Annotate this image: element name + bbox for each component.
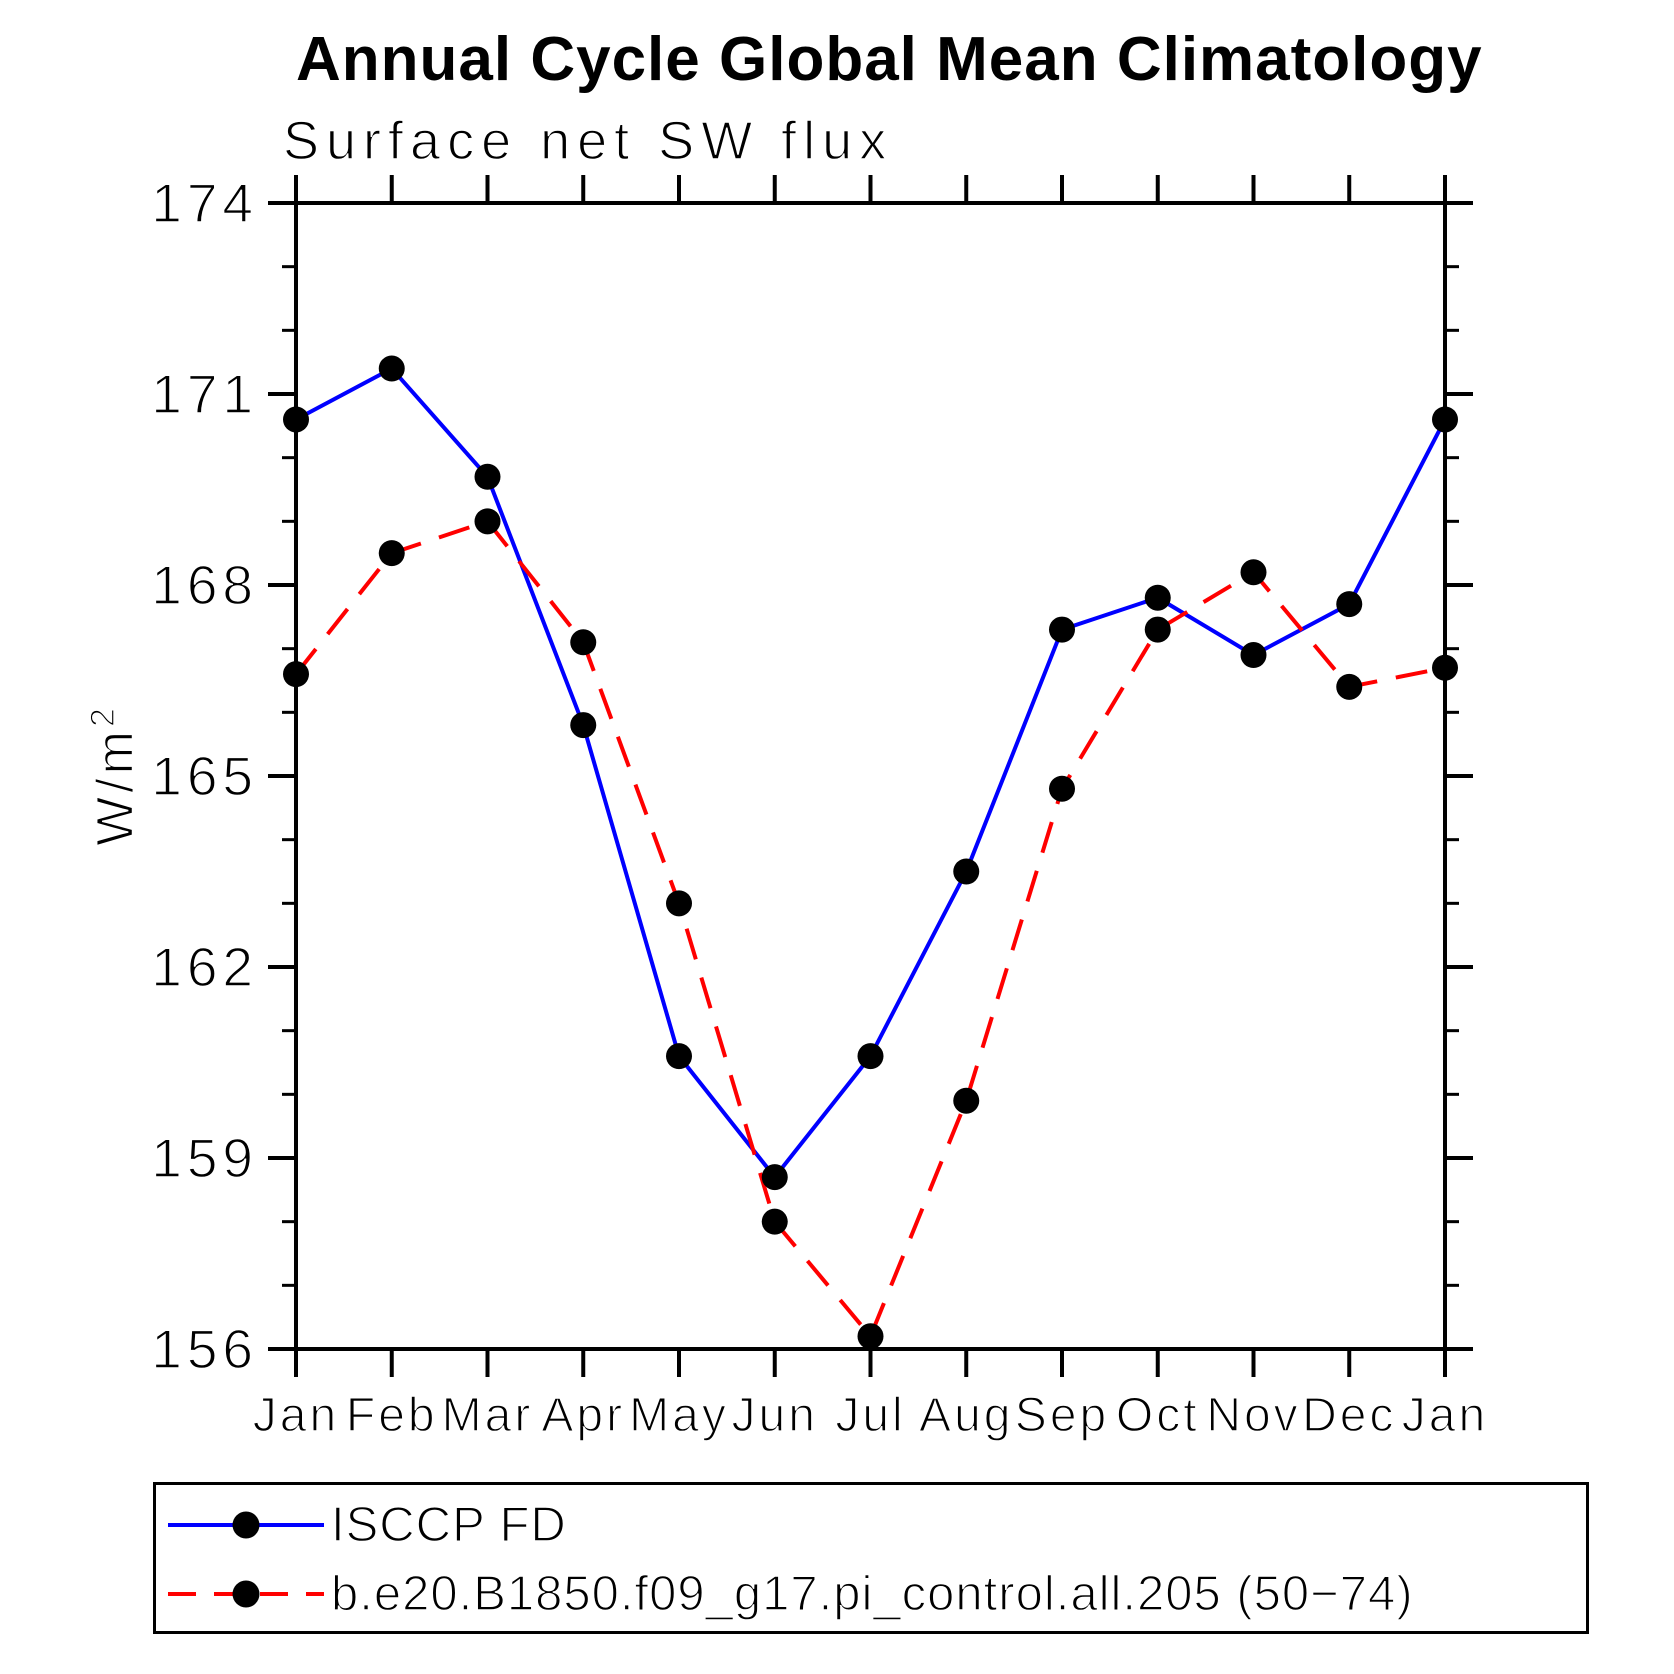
y-tick-label: 162 [151,935,258,998]
y-tick-label: 156 [151,1317,258,1380]
x-tick-label: Feb [345,1388,438,1442]
legend-marker-dot-icon [232,1580,260,1608]
x-tick-label: Nov [1206,1388,1301,1442]
x-tick-label: May [628,1388,729,1442]
x-tick-label: Dec [1301,1388,1397,1442]
chart-subtitle: Surface net SW flux [282,110,894,171]
x-tick-label: Jun [731,1388,818,1442]
x-tick-label: Apr [541,1388,626,1442]
y-tick-label: 159 [151,1126,258,1189]
x-tick-label: Jan [252,1388,340,1442]
legend-item-model: b.e20.B1850.f09_g17.pi_control.all.205 (… [166,1564,1414,1624]
y-tick-label: 165 [151,744,258,807]
x-tick-label: Jul [835,1388,906,1442]
legend-label: ISCCP FD [330,1497,567,1552]
legend-label: b.e20.B1850.f09_g17.pi_control.all.205 (… [330,1566,1414,1621]
y-tick-label: 174 [151,171,258,234]
legend-marker-dot-icon [232,1511,260,1539]
legend-item-isccp: ISCCP FD [166,1495,567,1555]
x-tick-label: Jan [1401,1388,1489,1442]
x-tick-label: Sep [1014,1388,1110,1442]
y-tick-label: 171 [151,362,258,425]
x-tick-label: Mar [441,1388,534,1442]
legend-sample-dashed-red-line [168,1580,324,1608]
y-tick-label: 168 [151,553,258,616]
legend-sample-solid-blue-line [168,1511,324,1539]
legend-box: ISCCP FD b.e20.B1850.f09_g17.pi_control.… [153,1482,1589,1634]
x-tick-label: Aug [918,1388,1014,1442]
page-title: Annual Cycle Global Mean Climatology [296,25,1483,94]
x-tick-label: Oct [1115,1388,1200,1442]
